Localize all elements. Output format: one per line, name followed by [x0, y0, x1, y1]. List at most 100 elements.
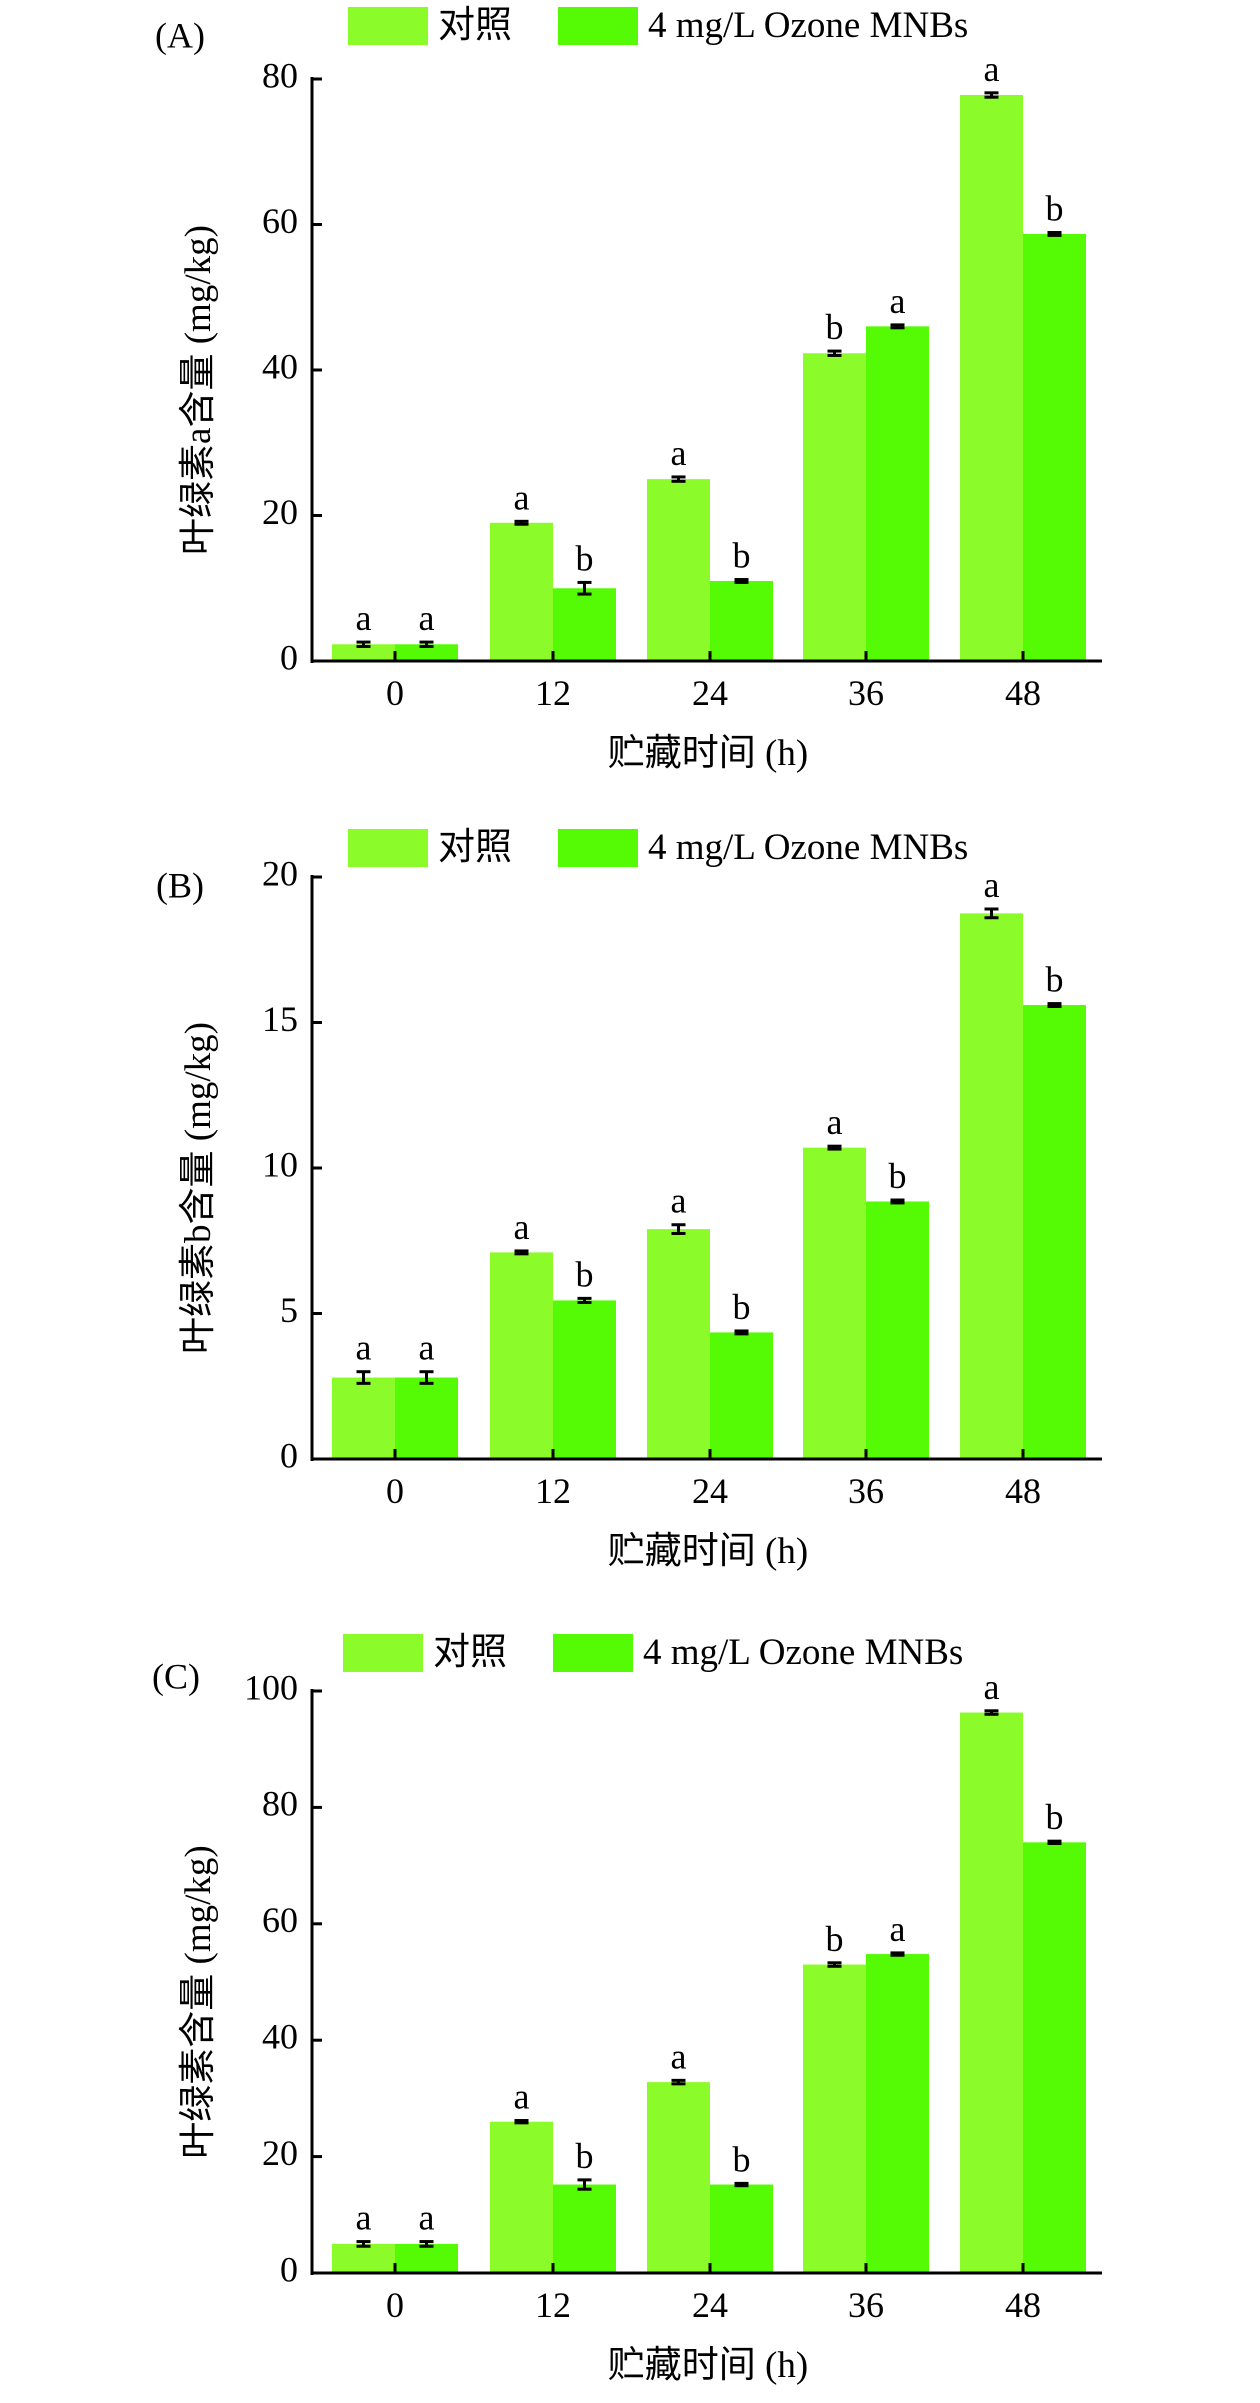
error-bar [419, 640, 434, 648]
y-axis-title: 叶绿素含量 (mg/kg) [177, 1845, 219, 2158]
bar-control-24 [647, 2082, 710, 2273]
bar-control-48 [960, 1712, 1023, 2273]
x-tick-label: 48 [1005, 673, 1041, 713]
bar-control-48 [960, 95, 1023, 661]
bar-treatment-12 [553, 588, 616, 661]
bar-control-36 [803, 1964, 866, 2273]
error-bar [984, 1709, 999, 1716]
error-bar [514, 1249, 529, 1256]
legend-swatch-treatment [558, 7, 638, 45]
significance-label: b [733, 1287, 751, 1327]
significance-label: a [671, 433, 687, 473]
y-tick-label: 0 [280, 2249, 298, 2289]
error-bar [671, 2078, 686, 2086]
legend-swatch-control [348, 7, 428, 45]
x-tick-label: 24 [692, 673, 728, 713]
significance-label: a [827, 1102, 843, 1142]
x-tick-label: 12 [535, 1471, 571, 1511]
x-tick-label: 24 [692, 1471, 728, 1511]
error-bar [890, 323, 905, 330]
bar-treatment-0 [395, 2243, 458, 2273]
error-bar [419, 2240, 434, 2248]
error-bar [734, 2181, 749, 2188]
legend-swatch-treatment [558, 829, 638, 867]
x-tick-label: 36 [848, 1471, 884, 1511]
chart-panel-3: (C) 对照 4 mg/L Ozone MNBs a a a b a a b b a b 0 20 40 60 8… [152, 1632, 1102, 2386]
error-bar [827, 1144, 842, 1151]
significance-label: a [356, 1328, 372, 1368]
significance-label: b [889, 1156, 907, 1196]
bar-control-12 [490, 522, 553, 661]
significance-label: a [514, 2077, 530, 2117]
bar-treatment-48 [1023, 1005, 1086, 1459]
chart-panel-1: (A) 对照 4 mg/L Ozone MNBs a a a b a a b b a b 0 20 40 60 8… [155, 5, 1102, 774]
significance-label: a [890, 281, 906, 321]
y-tick-label: 60 [262, 1900, 298, 1940]
bar-treatment-24 [710, 580, 773, 661]
bar-control-24 [647, 1229, 710, 1459]
significance-label: b [1046, 189, 1064, 229]
bar-treatment-0 [395, 1377, 458, 1459]
legend-swatch-control [348, 829, 428, 867]
y-tick-label: 15 [262, 999, 298, 1039]
significance-label: b [826, 307, 844, 347]
significance-label: a [514, 477, 530, 517]
x-tick-label: 12 [535, 2285, 571, 2325]
error-bar [734, 1329, 749, 1336]
bar-treatment-12 [553, 2184, 616, 2273]
significance-label: a [984, 49, 1000, 89]
error-bar [734, 578, 749, 584]
bar-treatment-48 [1023, 1842, 1086, 2273]
bar-control-0 [332, 644, 395, 661]
legend-label-treatment: 4 mg/L Ozone MNBs [648, 827, 968, 868]
y-tick-label: 40 [262, 2016, 298, 2056]
significance-label: b [733, 536, 751, 576]
significance-label: a [419, 598, 435, 638]
error-bar [671, 475, 686, 483]
significance-label: b [1046, 960, 1064, 1000]
bar-control-12 [490, 1252, 553, 1459]
error-bar [577, 2178, 592, 2191]
error-bar [356, 1370, 371, 1385]
error-bar [514, 519, 529, 526]
significance-label: b [826, 1919, 844, 1959]
error-bar [1047, 1002, 1062, 1008]
x-tick-label: 0 [386, 1471, 404, 1511]
x-tick-label: 0 [386, 2285, 404, 2325]
bar-treatment-24 [710, 1332, 773, 1459]
legend: 对照 4 mg/L Ozone MNBs [348, 5, 968, 46]
x-tick-label: 36 [848, 673, 884, 713]
y-tick-label: 80 [262, 1784, 298, 1824]
bar-control-36 [803, 353, 866, 661]
significance-label: a [419, 1328, 435, 1368]
significance-label: b [576, 1254, 594, 1294]
y-tick-label: 60 [262, 201, 298, 241]
significance-label: a [514, 1207, 530, 1247]
x-axis-title: 贮藏时间 (h) [608, 733, 808, 774]
panel-label: (C) [152, 1656, 200, 1696]
y-tick-label: 40 [262, 346, 298, 386]
bar-control-0 [332, 2243, 395, 2273]
significance-label: b [576, 538, 594, 578]
legend: 对照 4 mg/L Ozone MNBs [348, 827, 968, 868]
error-bar [671, 1223, 686, 1235]
error-bar [577, 1296, 592, 1304]
x-axis-title: 贮藏时间 (h) [608, 1531, 808, 1572]
legend-label-treatment: 4 mg/L Ozone MNBs [648, 5, 968, 46]
x-tick-label: 36 [848, 2285, 884, 2325]
significance-label: a [984, 865, 1000, 905]
x-tick-label: 12 [535, 673, 571, 713]
y-tick-label: 20 [262, 2133, 298, 2173]
x-tick-label: 48 [1005, 2285, 1041, 2325]
error-bar [984, 91, 999, 99]
significance-label: b [1046, 1797, 1064, 1837]
bar-control-24 [647, 479, 710, 661]
legend-swatch-control [343, 1634, 423, 1672]
significance-label: b [576, 2136, 594, 2176]
bar-control-36 [803, 1147, 866, 1459]
bar-treatment-24 [710, 2184, 773, 2273]
legend: 对照 4 mg/L Ozone MNBs [343, 1632, 963, 1673]
x-tick-label: 0 [386, 673, 404, 713]
y-axis-title: 叶绿素a含量 (mg/kg) [177, 225, 219, 555]
